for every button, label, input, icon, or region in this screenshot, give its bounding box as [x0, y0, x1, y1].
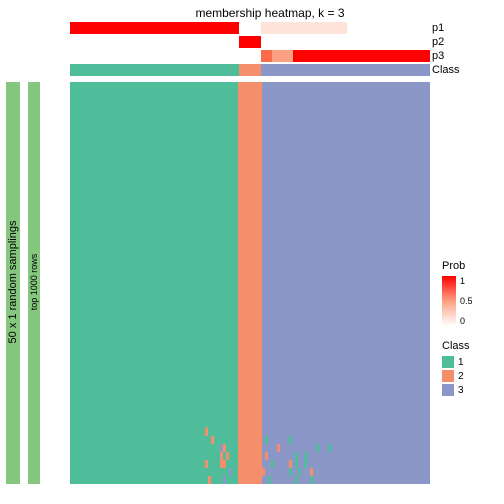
annotation-segment	[261, 50, 272, 62]
annotation-segment	[272, 50, 294, 62]
annotation-row-p2	[70, 36, 430, 48]
legend-tick: 0	[460, 316, 473, 326]
legend-class-item: 3	[442, 384, 470, 396]
legend-prob-gradient	[442, 276, 456, 326]
class-segment	[239, 64, 261, 76]
left-label-rows: top 1000 rows	[29, 232, 39, 332]
legend-tick: 1	[460, 276, 473, 286]
legend-class: Class 1 2 3	[442, 340, 470, 398]
heatmap-canvas	[70, 82, 430, 484]
annotation-segment	[70, 50, 239, 62]
annotation-segment	[239, 22, 261, 34]
annotation-segment	[347, 22, 430, 34]
page-title: membership heatmap, k = 3	[180, 6, 360, 20]
annotation-segment	[261, 36, 430, 48]
annotation-segment	[239, 36, 261, 48]
class-segment	[261, 64, 430, 76]
class-bar-label: Class	[432, 64, 460, 76]
annotation-segment	[70, 36, 239, 48]
annotation-row-p3	[70, 50, 430, 62]
legend-swatch	[442, 384, 454, 396]
legend-label: 2	[458, 371, 464, 382]
class-bar	[70, 64, 430, 76]
left-label-samplings: 50 x 1 random samplings	[7, 212, 19, 352]
annotation-row-p1	[70, 22, 430, 34]
legend-class-title: Class	[442, 340, 470, 352]
class-segment	[70, 64, 239, 76]
legend-swatch	[442, 356, 454, 368]
legend-prob-title: Prob	[442, 260, 473, 272]
legend-class-item: 2	[442, 370, 470, 382]
legend-swatch	[442, 370, 454, 382]
annotation-row-label: p3	[432, 50, 444, 62]
legend-tick: 0.5	[460, 296, 473, 306]
annotation-row-label: p1	[432, 22, 444, 34]
legend-label: 1	[458, 357, 464, 368]
annotation-row-label: p2	[432, 36, 444, 48]
legend-label: 3	[458, 385, 464, 396]
annotation-segment	[70, 22, 239, 34]
heatmap-body	[70, 82, 430, 484]
legend-prob: Prob 10.50	[442, 260, 473, 326]
annotation-segment	[261, 22, 347, 34]
legend-class-item: 1	[442, 356, 470, 368]
annotation-segment	[239, 50, 261, 62]
legend-prob-ticks: 10.50	[460, 276, 473, 326]
annotation-segment	[293, 50, 430, 62]
